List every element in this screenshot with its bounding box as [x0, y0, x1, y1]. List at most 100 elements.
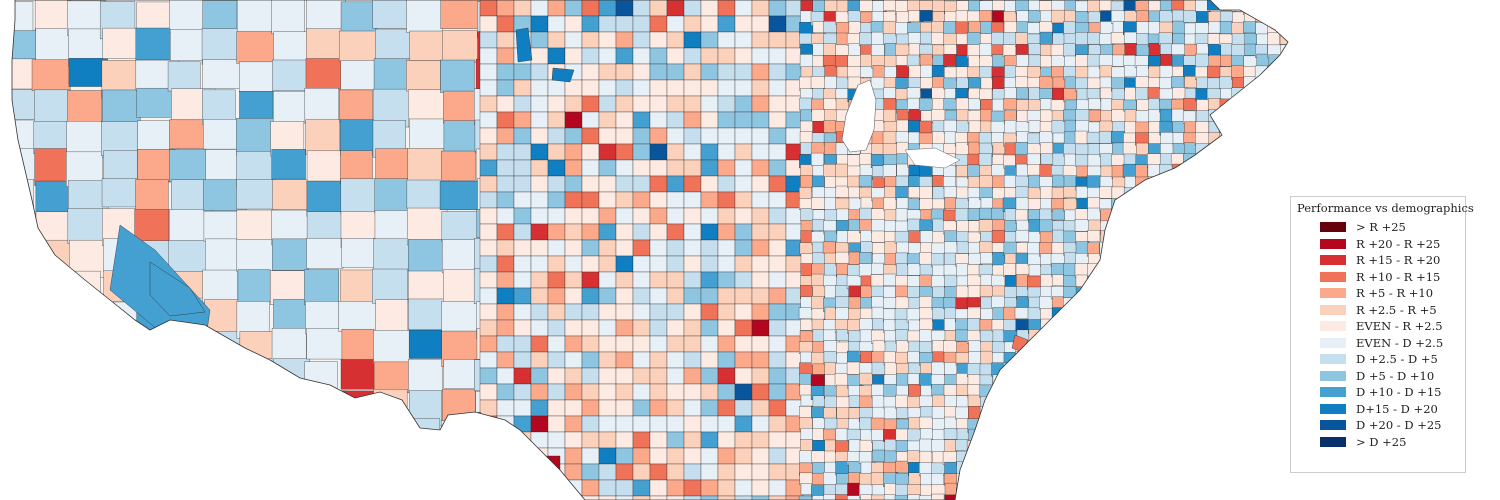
county [700, 15, 719, 33]
county [683, 399, 702, 417]
county [768, 495, 787, 500]
county [700, 399, 719, 417]
county [581, 31, 600, 49]
county [271, 328, 307, 365]
county [1136, 395, 1150, 409]
county [1075, 286, 1091, 299]
county [683, 255, 702, 273]
county [955, 406, 969, 420]
county [67, 388, 110, 428]
county [1076, 318, 1092, 330]
county [1220, 317, 1233, 331]
county [496, 479, 515, 497]
legend-label: R +15 - R +20 [1356, 253, 1441, 268]
county [1028, 428, 1042, 443]
county [442, 389, 476, 426]
county [1183, 230, 1199, 245]
county [1279, 153, 1288, 167]
county [944, 66, 958, 79]
county [1255, 274, 1269, 288]
county [683, 63, 702, 81]
county [547, 495, 566, 500]
county [717, 463, 736, 481]
county [751, 303, 770, 321]
county [1135, 209, 1149, 222]
county [956, 241, 970, 254]
county [547, 383, 566, 401]
county [1267, 308, 1282, 323]
county [683, 383, 702, 401]
county [1004, 418, 1018, 433]
county [992, 98, 1006, 112]
county [908, 186, 921, 199]
legend-swatch [1320, 354, 1346, 365]
county [734, 63, 753, 81]
county [1219, 450, 1234, 464]
county [944, 362, 958, 376]
county [12, 360, 36, 399]
county [1040, 363, 1055, 377]
county [980, 494, 995, 500]
county [12, 270, 38, 301]
county [530, 255, 549, 273]
county [598, 95, 617, 113]
county [103, 418, 148, 454]
county [823, 329, 837, 342]
county [1195, 374, 1210, 387]
county [751, 431, 770, 449]
county [1039, 121, 1054, 133]
county [1147, 484, 1161, 498]
county [1196, 328, 1211, 341]
county [35, 28, 69, 61]
county [1087, 396, 1102, 409]
county [1135, 494, 1151, 500]
county [598, 271, 617, 289]
county [1088, 350, 1103, 363]
county [239, 61, 279, 93]
county [1028, 264, 1042, 277]
county [1196, 285, 1211, 300]
map-legend: Performance vs demographics > R +25 R +20… [1290, 196, 1474, 473]
county [169, 0, 204, 34]
county [1136, 407, 1152, 420]
county [1220, 460, 1234, 473]
county [734, 479, 753, 497]
county [649, 335, 668, 353]
county [1027, 143, 1043, 156]
county [1243, 362, 1260, 375]
county [479, 351, 498, 369]
county [798, 495, 812, 500]
county [1026, 440, 1042, 453]
county [1255, 483, 1270, 496]
rio-grande-red-county [541, 455, 561, 477]
county [683, 335, 702, 353]
county [1172, 351, 1187, 366]
county [632, 63, 651, 81]
county [1051, 307, 1067, 320]
county [1075, 396, 1092, 409]
county [12, 179, 34, 213]
county [598, 367, 617, 385]
county [811, 142, 826, 155]
county [919, 198, 935, 211]
county [906, 54, 920, 67]
county [1052, 385, 1066, 398]
county [1039, 341, 1053, 356]
county [907, 275, 921, 287]
county [896, 163, 910, 177]
county [581, 383, 600, 401]
county [1003, 263, 1017, 277]
county [751, 207, 770, 225]
county [1242, 208, 1258, 223]
county [1207, 341, 1222, 355]
county [1099, 186, 1113, 199]
county [1063, 351, 1080, 363]
county [408, 329, 444, 359]
county [1100, 352, 1114, 366]
county [1184, 186, 1200, 200]
county [1172, 295, 1187, 309]
county [1195, 495, 1212, 500]
legend-label: R +10 - R +15 [1356, 269, 1441, 284]
county [1016, 374, 1031, 387]
county [1111, 406, 1125, 419]
